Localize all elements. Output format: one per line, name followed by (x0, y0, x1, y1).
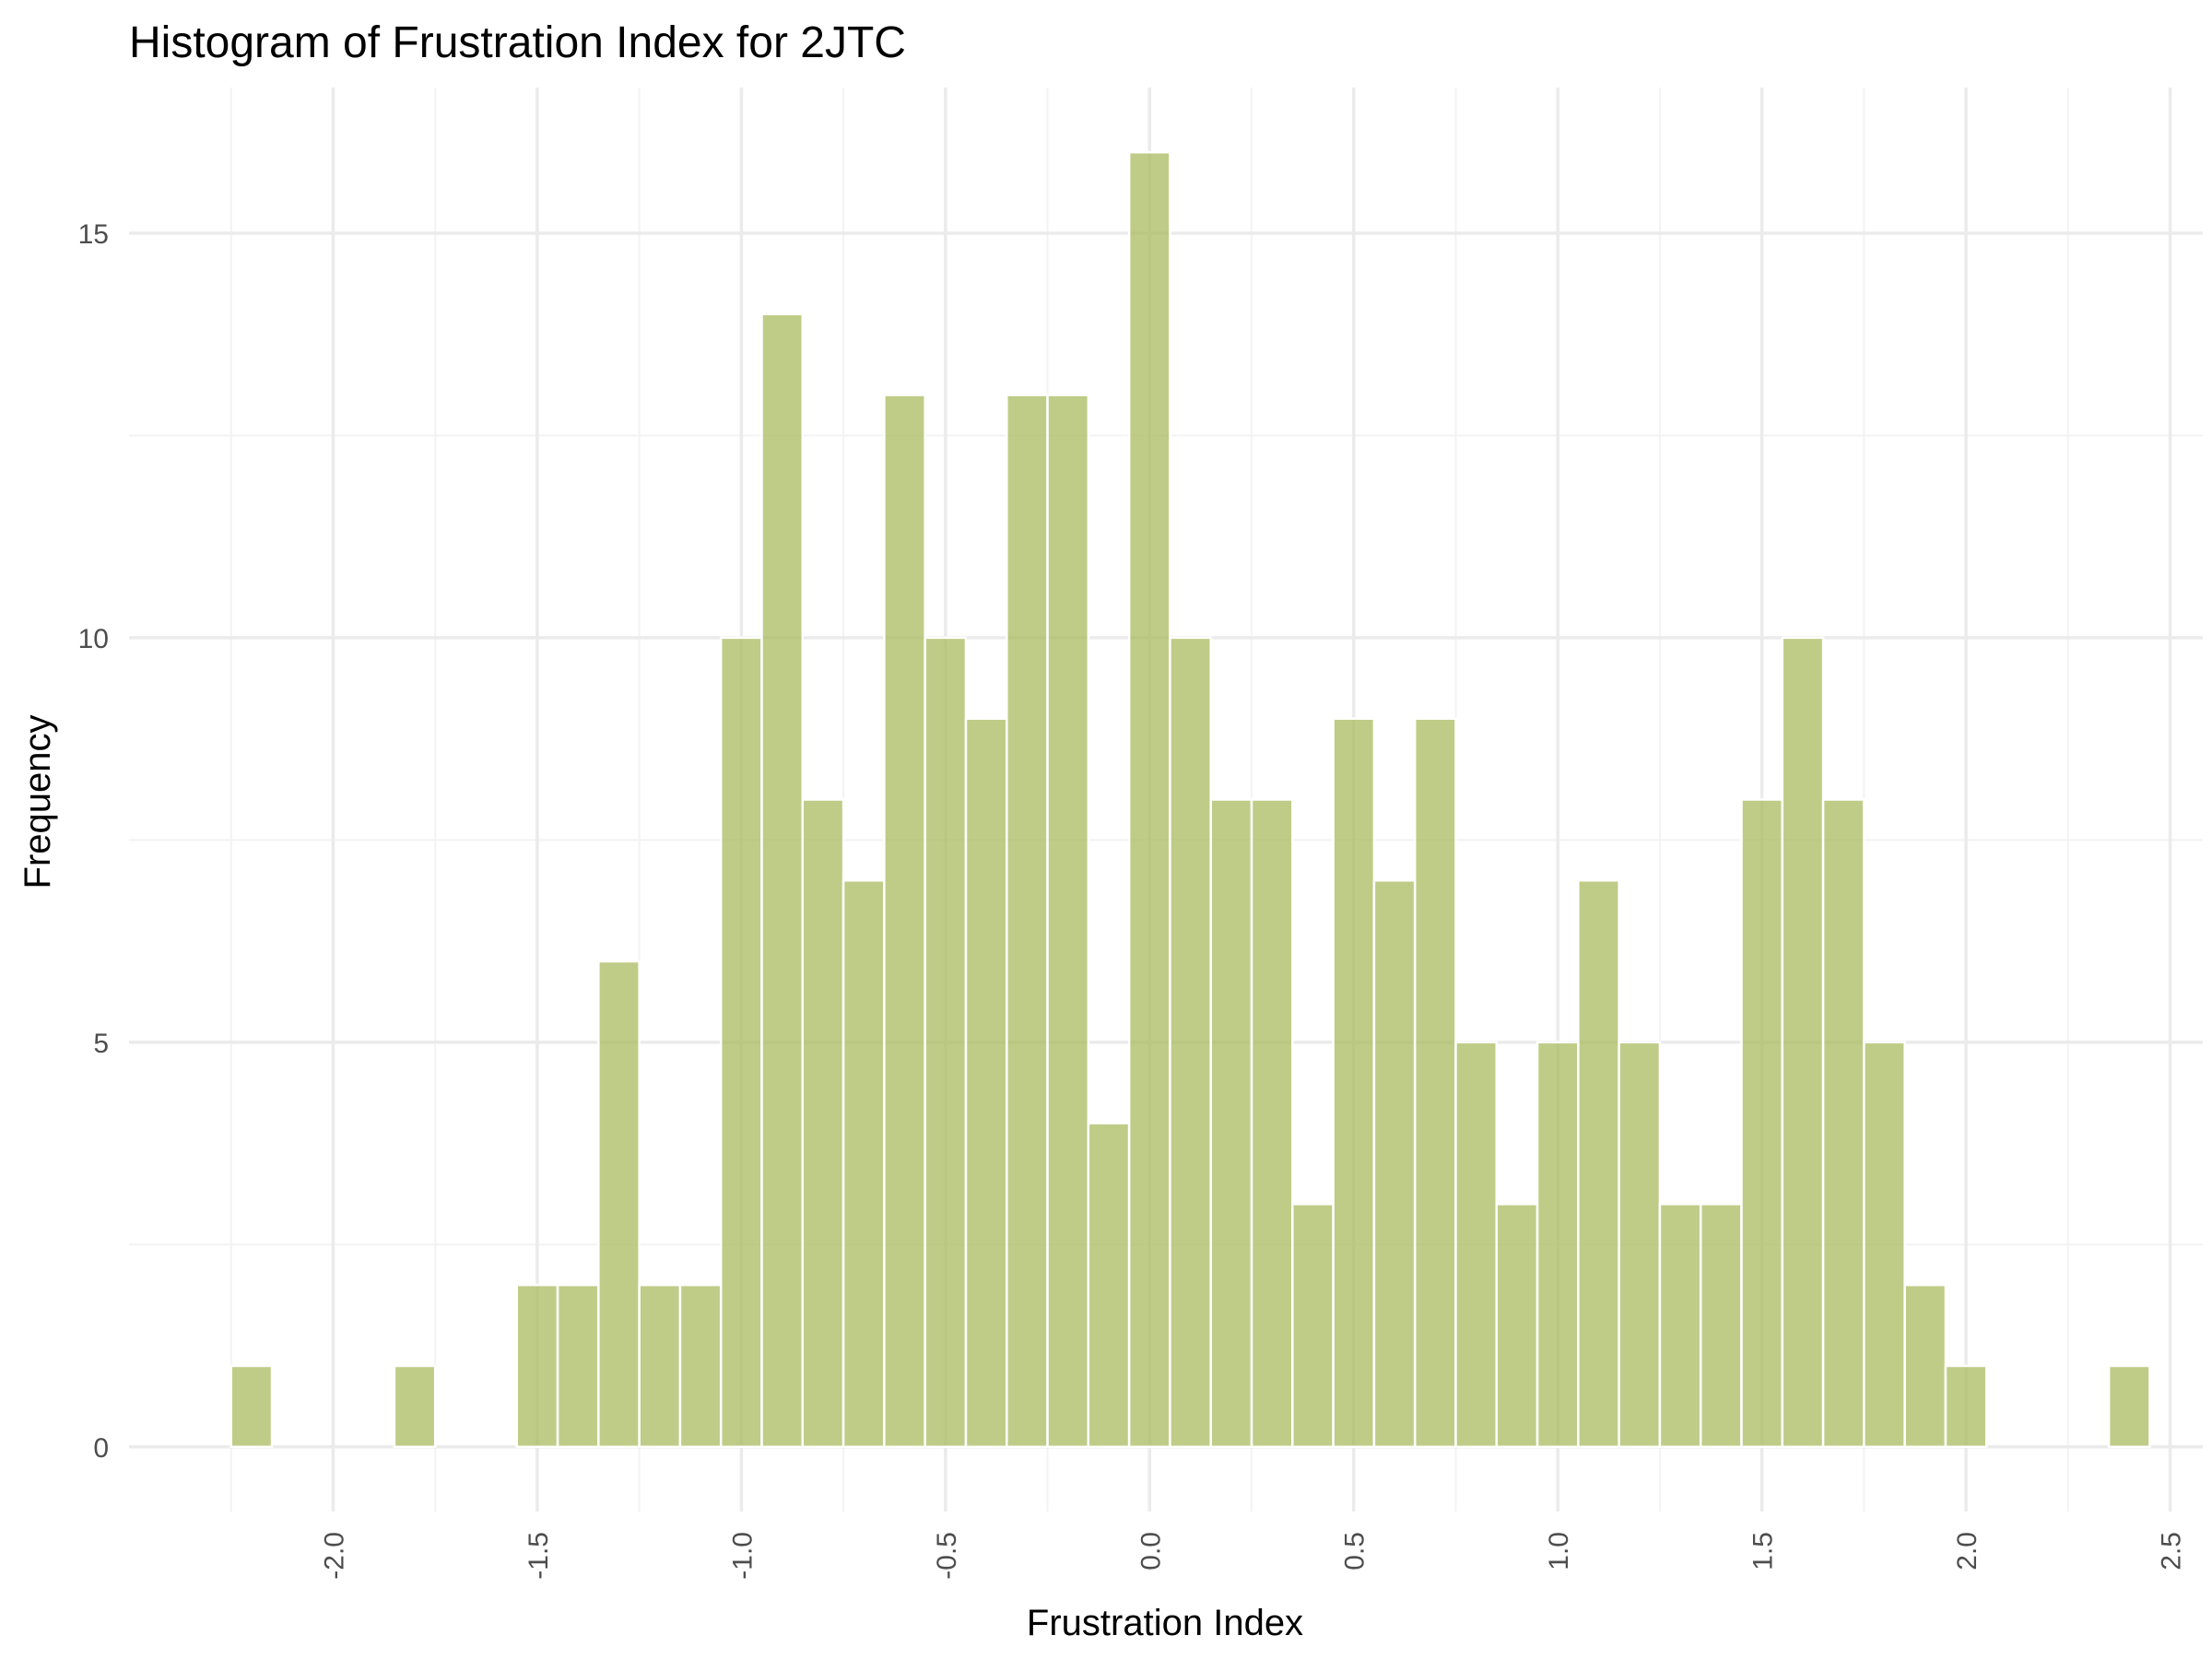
histogram-bar (801, 798, 845, 1449)
histogram-bar (1535, 1041, 1580, 1449)
histogram-bar (1127, 150, 1171, 1449)
x-axis-tick-labels: -2.0 -1.5 -1.0 -0.5 0.0 0.5 1.0 1.5 2.0 2.5 (319, 1532, 2186, 1580)
y-tick-label: 5 (93, 1029, 109, 1059)
x-tick-label: -0.5 (932, 1532, 962, 1580)
histogram-bar (1903, 1283, 1947, 1449)
histogram-bar (515, 1283, 559, 1449)
x-tick-label: -1.5 (524, 1532, 554, 1580)
histogram-bar (1454, 1041, 1499, 1449)
y-tick-label: 15 (78, 219, 109, 250)
histogram-bar (1821, 798, 1865, 1449)
y-tick-label: 10 (78, 624, 109, 654)
histogram-bar (2107, 1364, 2151, 1449)
histogram-bar (678, 1283, 723, 1449)
histogram-bar (1413, 717, 1457, 1449)
histogram-bar (1577, 879, 1620, 1449)
histogram-bar (883, 394, 926, 1449)
histogram-bar (1944, 1364, 1988, 1449)
histogram-bar (1658, 1203, 1702, 1449)
histogram-bar (1209, 798, 1253, 1449)
histogram-bar (760, 312, 805, 1449)
x-tick-label: 1.0 (1544, 1532, 1574, 1571)
histogram-bar (964, 717, 1008, 1449)
histogram-bar (719, 636, 763, 1449)
x-axis-title: Frustration Index (1027, 1603, 1303, 1643)
x-tick-label: 2.5 (2157, 1532, 2187, 1571)
histogram-bar (1291, 1203, 1335, 1449)
x-tick-label: 0.5 (1340, 1532, 1371, 1571)
histogram-bar (1046, 394, 1090, 1449)
histogram-bar (1740, 798, 1784, 1449)
histogram-bar (1006, 394, 1049, 1449)
x-tick-label: 1.5 (1748, 1532, 1779, 1571)
histogram-bar (597, 959, 641, 1449)
histogram-bar (393, 1364, 437, 1449)
histogram-bar (229, 1364, 274, 1449)
histogram-bar (924, 636, 968, 1449)
histogram-bar (1863, 1041, 1906, 1449)
histogram-bar (841, 879, 886, 1449)
histogram-bar (1372, 879, 1417, 1449)
histogram-bar (1087, 1122, 1131, 1449)
x-tick-label: 0.0 (1135, 1532, 1166, 1571)
histogram-bar (1495, 1203, 1539, 1449)
x-tick-label: -1.0 (727, 1532, 758, 1580)
bars-layer (229, 150, 2151, 1449)
histogram-bar (1332, 717, 1376, 1449)
histogram-bar (638, 1283, 682, 1449)
x-tick-label: 2.0 (1952, 1532, 1983, 1571)
y-tick-label: 0 (93, 1433, 109, 1464)
histogram-bar (1250, 798, 1294, 1449)
x-tick-label: -2.0 (319, 1532, 349, 1580)
histogram-bar (1618, 1041, 1662, 1449)
histogram-bar (556, 1283, 600, 1449)
y-axis-title: Frequency (18, 715, 58, 889)
chart-title: Histogram of Frustration Index for 2JTC (129, 18, 906, 67)
y-axis-tick-labels: 0 5 10 15 (78, 219, 109, 1464)
histogram-bar (1169, 636, 1212, 1449)
histogram-bar (1781, 636, 1825, 1449)
histogram-bar (1699, 1203, 1743, 1449)
